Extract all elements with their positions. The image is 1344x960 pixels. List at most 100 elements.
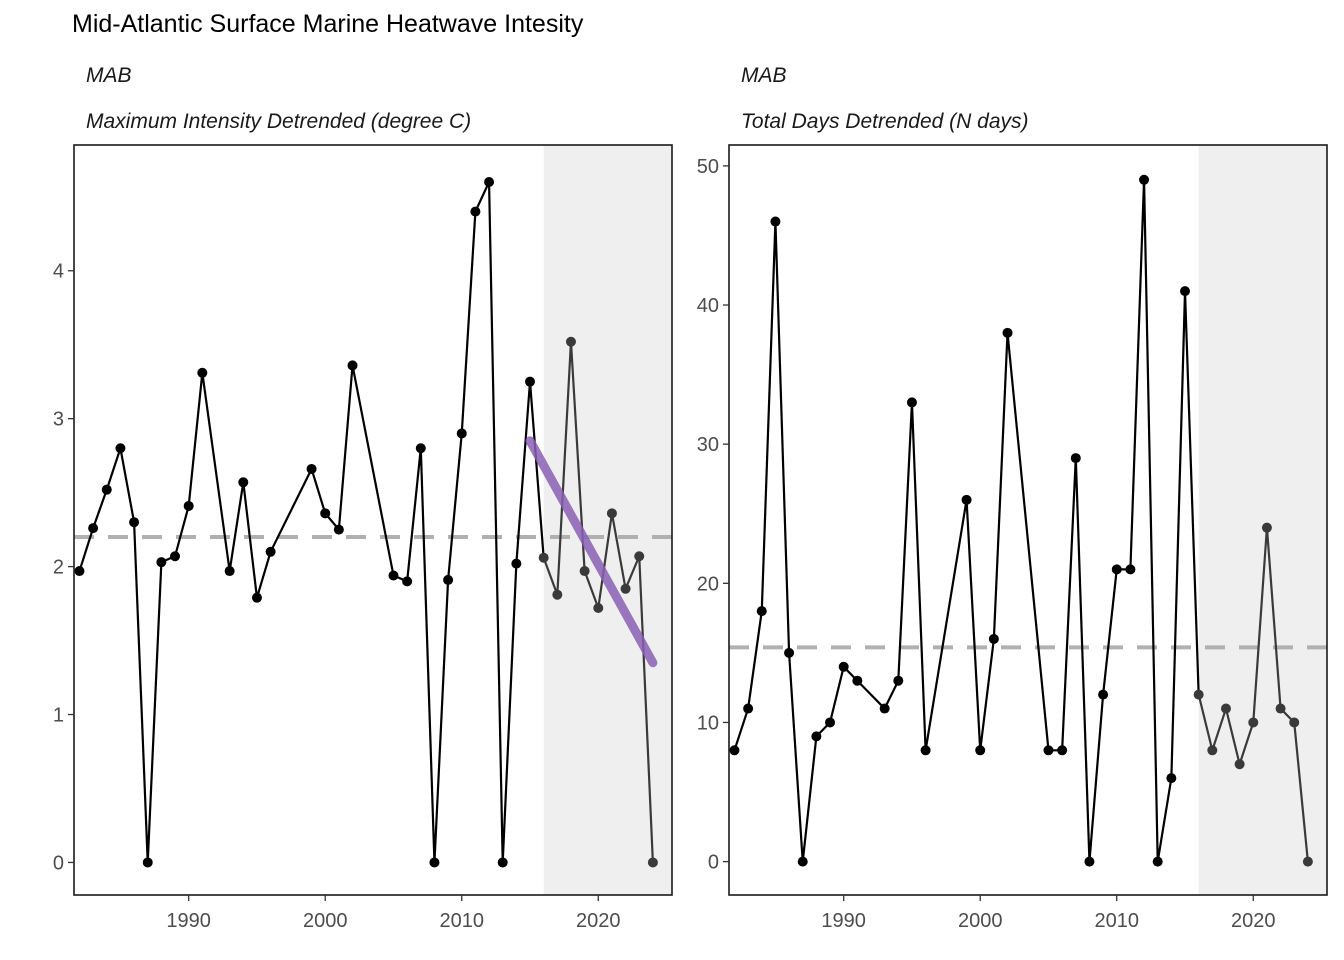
right-data-point [1166, 773, 1177, 784]
right-data-point [1057, 745, 1068, 756]
right-y-tick-label: 50 [697, 156, 719, 178]
left-data-point [347, 360, 358, 371]
left-data-point [647, 857, 658, 868]
right-data-point [879, 703, 890, 714]
right-data-point [1111, 564, 1122, 575]
right-y-tick-label: 40 [697, 295, 719, 317]
right-data-point [1043, 745, 1054, 756]
left-data-point [183, 500, 194, 511]
right-data-point [743, 703, 754, 714]
left-y-tick-label: 4 [53, 261, 64, 283]
right-data-point [1084, 856, 1095, 867]
left-data-point [170, 551, 181, 562]
left-data-point [525, 376, 536, 387]
right-data-point [811, 731, 822, 742]
left-data-point [251, 592, 262, 603]
right-data-point [1302, 856, 1313, 867]
left-data-point [443, 574, 454, 585]
right-data-point [825, 717, 836, 728]
left-data-point [88, 523, 99, 534]
left-data-point [552, 589, 563, 600]
right-data-point [961, 494, 972, 505]
left-data-point [415, 443, 426, 454]
left-data-point [115, 443, 126, 454]
left-data-point [634, 551, 645, 562]
left-series-line [78, 180, 545, 864]
right-data-point [1002, 327, 1013, 338]
left-data-point [238, 477, 249, 488]
left-data-point [579, 566, 590, 577]
left-data-point [497, 857, 508, 868]
left-panel-border [73, 144, 673, 896]
right-data-point [1275, 703, 1286, 714]
left-data-point [429, 857, 440, 868]
right-data-point [1139, 174, 1150, 185]
left-panel-region: MAB [86, 64, 132, 87]
left-data-point [402, 576, 413, 587]
left-data-point [538, 552, 549, 563]
right-data-point [975, 745, 986, 756]
left-data-point [156, 557, 167, 568]
left-y-tick-label: 3 [53, 409, 64, 431]
left-panel: 0 1 2 3 4 1990 2000 2010 2020 [53, 144, 673, 932]
left-data-point [456, 428, 467, 439]
left-data-point [606, 508, 617, 519]
page-title: Mid-Atlantic Surface Marine Heatwave Int… [72, 10, 584, 38]
left-data-point [565, 336, 576, 347]
left-trend-line [525, 436, 658, 668]
left-data-point [74, 566, 85, 577]
right-data-point [1261, 522, 1272, 533]
left-data-point [142, 857, 153, 868]
right-x-tick-label: 2000 [958, 910, 1003, 932]
left-data-point [484, 176, 495, 187]
right-x-tick-label: 1990 [821, 910, 866, 932]
left-data-point [101, 484, 112, 495]
left-x-tick-label: 2000 [303, 910, 348, 932]
right-data-point [1070, 453, 1081, 464]
left-plot-area [74, 145, 672, 895]
left-data-point [265, 546, 276, 557]
left-data-point [470, 206, 481, 217]
right-data-point [920, 745, 931, 756]
right-data-point [784, 647, 795, 658]
right-data-point [1180, 286, 1191, 297]
right-data-point [852, 675, 863, 686]
right-y-tick-label: 0 [708, 852, 719, 874]
right-series-line [733, 178, 1200, 863]
right-data-point [1207, 745, 1218, 756]
right-data-point [893, 675, 904, 686]
right-y-tick-label: 10 [697, 712, 719, 734]
right-data-point [1234, 759, 1245, 770]
left-data-point [320, 508, 331, 519]
right-data-point [988, 633, 999, 644]
left-data-point [593, 603, 604, 614]
left-x-tick-label: 1990 [166, 910, 211, 932]
right-y-tick-label: 30 [697, 434, 719, 456]
right-y-tick-label: 20 [697, 573, 719, 595]
left-x-tick-label: 2020 [576, 910, 621, 932]
left-y-tick-label: 1 [53, 705, 64, 727]
right-data-point [729, 745, 740, 756]
right-x-tick-label: 2010 [1094, 910, 1139, 932]
left-y-tick-label: 2 [53, 557, 64, 579]
left-data-point [388, 570, 399, 581]
left-data-point [224, 566, 235, 577]
right-data-point [797, 856, 808, 867]
left-data-point [306, 463, 317, 474]
left-data-point [197, 367, 208, 378]
left-y-tick-label: 0 [53, 852, 64, 874]
right-panel-subtitle: Total Days Detrended (N days) [741, 110, 1029, 133]
left-panel-subtitle: Maximum Intensity Detrended (degree C) [86, 110, 472, 133]
right-panel: 0 10 20 30 40 50 1990 2000 2010 2020 [697, 144, 1328, 932]
left-data-point [511, 558, 522, 569]
right-data-point [770, 216, 781, 227]
right-data-point [1125, 564, 1136, 575]
left-shade-region [543, 145, 672, 895]
left-data-point [333, 524, 344, 535]
left-data-point [620, 583, 631, 594]
right-panel-border [728, 144, 1328, 896]
right-panel-region: MAB [741, 64, 787, 87]
right-data-point [1289, 717, 1300, 728]
right-data-point [838, 661, 849, 672]
